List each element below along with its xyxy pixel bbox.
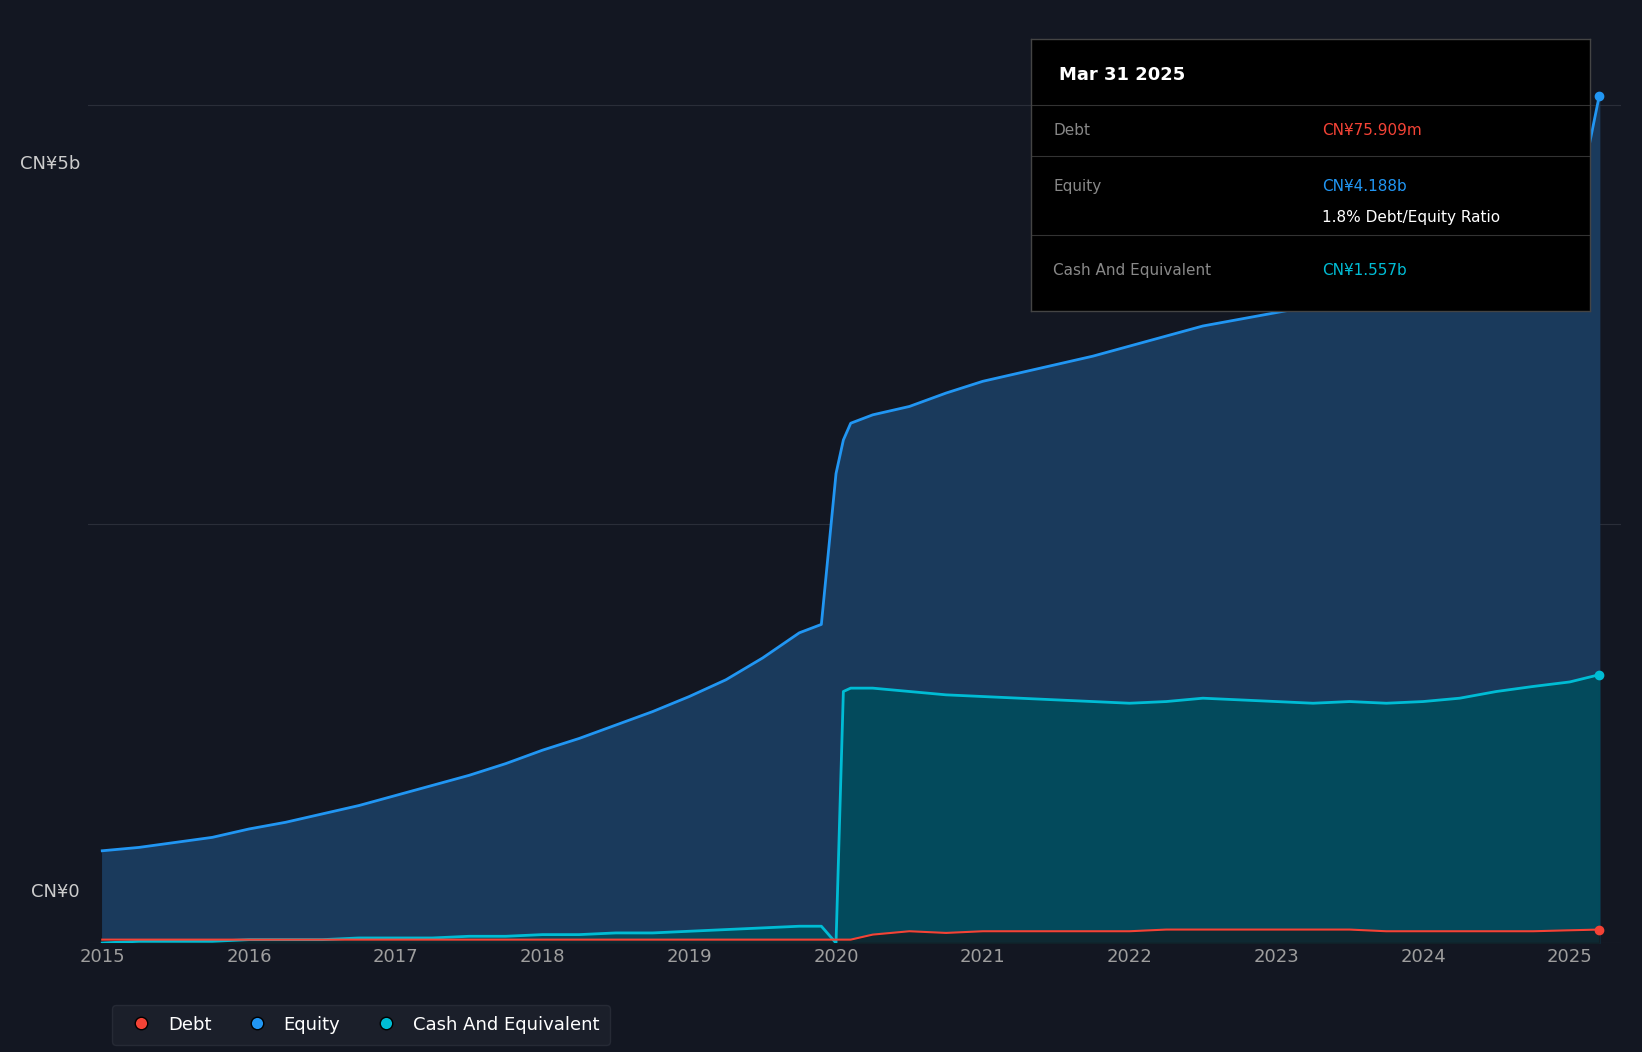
Text: CN¥5b: CN¥5b [20, 155, 80, 173]
Legend: Debt, Equity, Cash And Equivalent: Debt, Equity, Cash And Equivalent [112, 1005, 609, 1045]
Text: CN¥0: CN¥0 [31, 884, 80, 902]
